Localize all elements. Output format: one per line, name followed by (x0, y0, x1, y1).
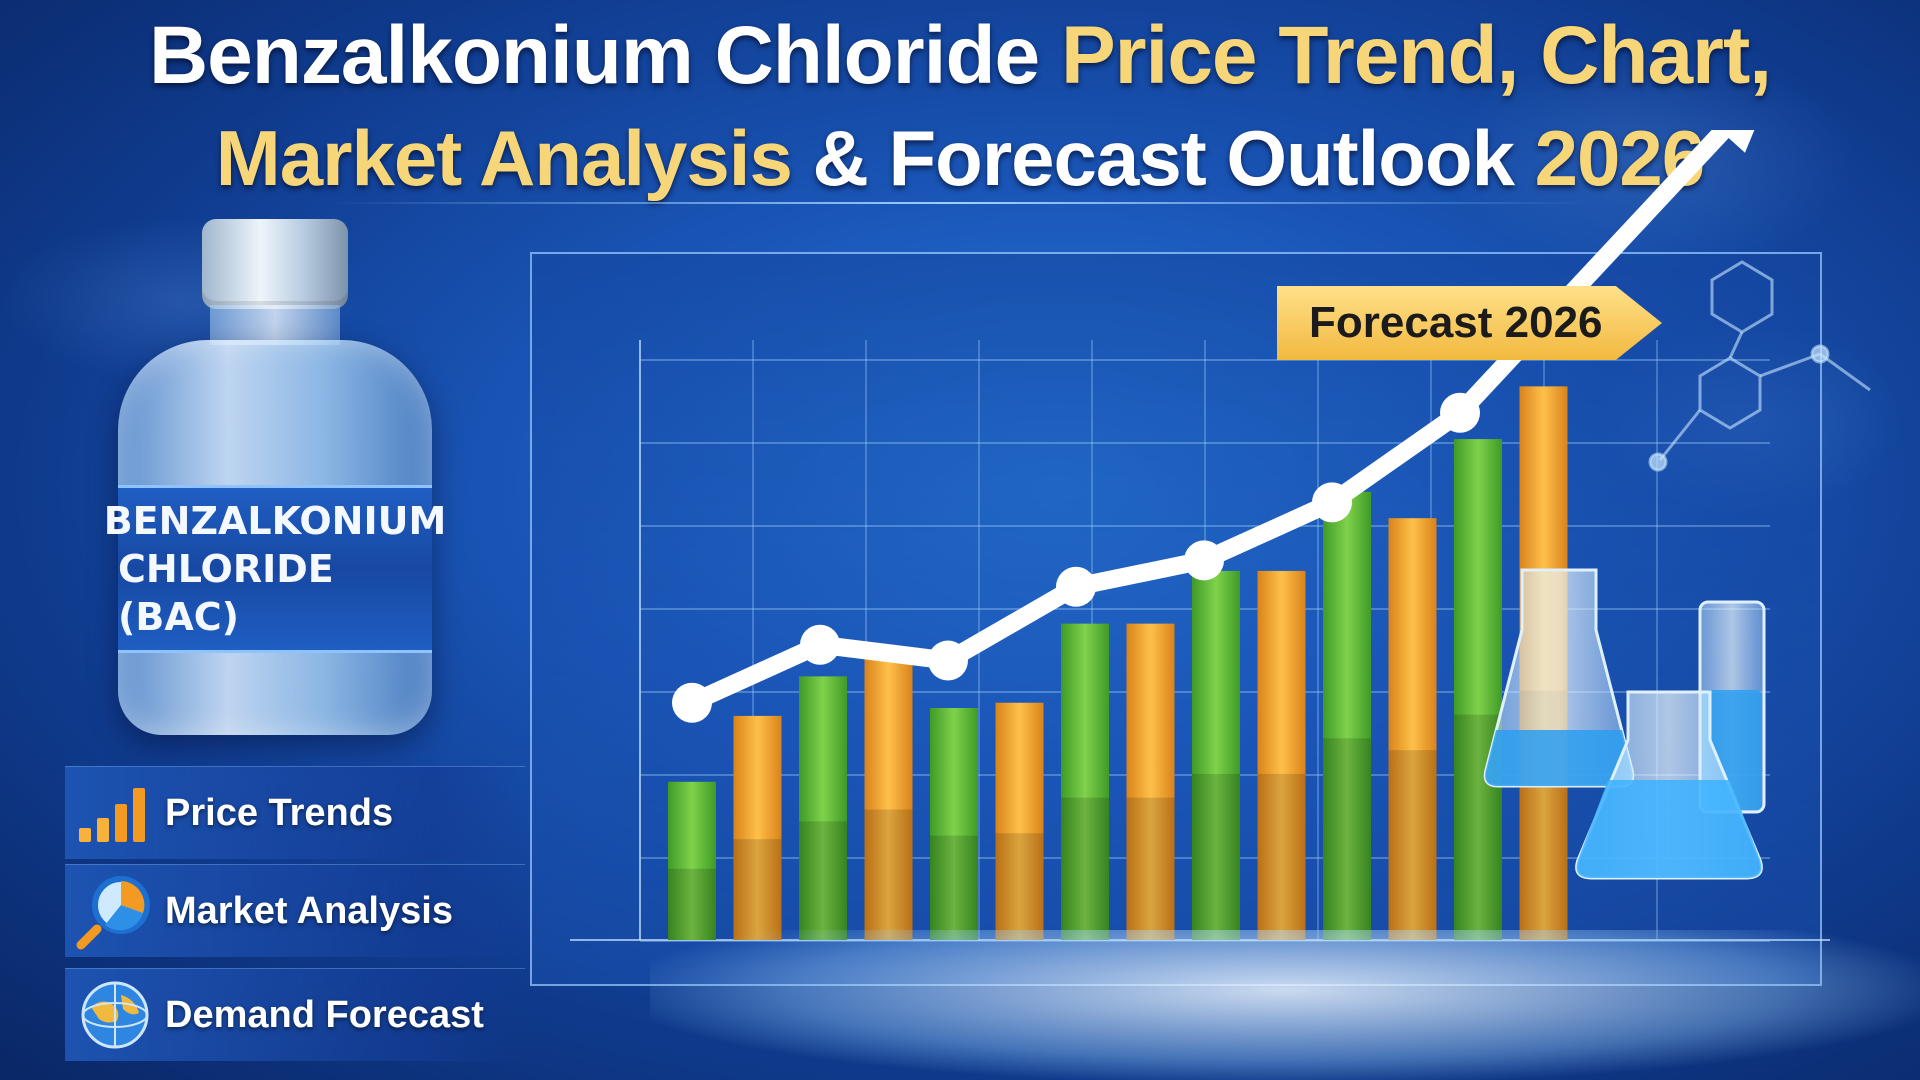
molecule-icon (1648, 260, 1871, 472)
bar-chart-icon (65, 767, 165, 859)
forecast-2026-tag: Forecast 2026 (1277, 286, 1662, 360)
chart-bar-shade (1061, 797, 1109, 940)
menu-item-price-trends[interactable]: Price Trends (65, 766, 525, 859)
chart-bar-shade (668, 868, 716, 940)
chart-bar-shade (1192, 773, 1240, 940)
chart-bar (1454, 439, 1502, 940)
chart-bar-shade (1257, 773, 1306, 940)
chart-bar (1061, 623, 1109, 940)
title-price-trend-chart: Price Trend, Chart, (1060, 10, 1772, 101)
globe-icon (65, 969, 165, 1061)
title-line-2: Market Analysis & Forecast Outlook 2026 (0, 110, 1920, 206)
chart-bar (995, 702, 1044, 940)
menu-item-label: Market Analysis (165, 889, 453, 932)
bottle-neck (210, 305, 340, 345)
chart-bar (799, 676, 847, 940)
trend-arrow-head (1719, 130, 1755, 153)
chart-bar (1192, 570, 1240, 940)
chart-bar (1323, 491, 1371, 940)
chart-bar-shade (864, 809, 913, 940)
chart-bar (864, 650, 913, 940)
lab-beakers-icon (1483, 568, 1766, 880)
chart-bar-shade (995, 833, 1044, 940)
trend-point (1056, 566, 1096, 607)
chart-bar-shade (1388, 750, 1437, 940)
menu-item-market-analysis[interactable]: Market Analysis (65, 864, 525, 957)
bottle-label: BENZALKONIUM CHLORIDE (BAC) (104, 485, 446, 653)
trend-point (800, 624, 840, 665)
trend-point (928, 640, 968, 681)
chart-bar-shade (1323, 738, 1371, 940)
chart-bar-shade (799, 821, 847, 940)
menu-item-label: Demand Forecast (165, 993, 484, 1036)
trend-point (1440, 392, 1480, 433)
trend-point (672, 682, 712, 723)
chart-bar (1257, 570, 1306, 940)
trend-point (1312, 482, 1352, 523)
chart-bar (733, 715, 782, 940)
chart-bar-shade (930, 835, 978, 940)
chart-bar (1388, 518, 1437, 940)
chart-bar-shade (1126, 797, 1175, 940)
chart-bars (668, 386, 1568, 940)
title-line-1: Benzalkonium Chloride Price Trend, Chart… (0, 6, 1920, 106)
chart-bar-shade (733, 839, 782, 940)
title-market-analysis: Market Analysis (215, 114, 793, 202)
price-trend-chart (570, 130, 1871, 942)
bac-bottle-image: BENZALKONIUM CHLORIDE (BAC) (104, 215, 446, 735)
trend-point (1184, 540, 1224, 581)
bottle-label-line-1: BENZALKONIUM (103, 499, 447, 543)
title-forecast-outlook: & Forecast Outlook (791, 114, 1535, 202)
title-benzalkonium-chloride: Benzalkonium Chloride (148, 10, 1061, 101)
chart-bar (1126, 623, 1175, 940)
bottle-cap (202, 219, 348, 309)
bottle-label-line-2: CHLORIDE (BAC) (118, 547, 334, 639)
magnifier-pie-icon (65, 865, 165, 957)
chart-bar (668, 781, 716, 940)
menu-item-label: Price Trends (165, 791, 394, 834)
menu-item-demand-forecast[interactable]: Demand Forecast (65, 968, 525, 1061)
water-splash-decoration (650, 930, 1920, 1080)
trend-line (683, 130, 1737, 712)
chart-bar (930, 708, 978, 940)
title-divider (330, 202, 1590, 204)
chart-trend-line (672, 130, 1755, 723)
